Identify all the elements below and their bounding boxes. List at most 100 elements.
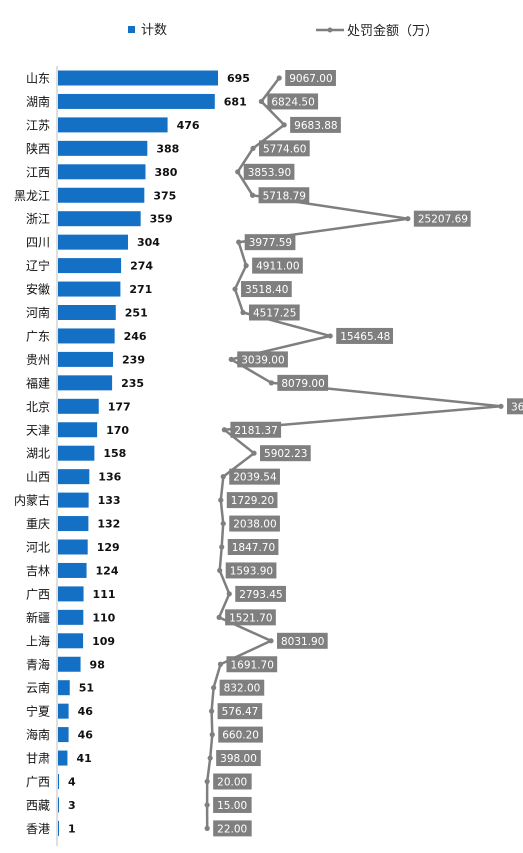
bar-value-label: 304 (137, 236, 160, 249)
penalty-marker (220, 520, 226, 527)
penalty-label-box (218, 726, 263, 743)
bar (58, 516, 89, 532)
bar-value-label: 375 (153, 189, 176, 202)
bar (58, 140, 148, 156)
legend: 计数 处罚金额（万） (128, 23, 438, 39)
penalty-marker (258, 98, 264, 105)
penalty-markers (204, 75, 504, 832)
penalty-marker (209, 732, 215, 738)
category-label: 贵州 (26, 353, 50, 367)
penalty-marker (243, 263, 249, 269)
penalty-label-box (413, 210, 471, 227)
penalty-marker (236, 239, 242, 245)
bar (58, 187, 145, 203)
penalty-label-text: 1847.70 (232, 542, 275, 554)
penalty-marker (217, 661, 224, 667)
category-label: 重庆 (26, 517, 50, 531)
penalty-labels: 9067.00 6824.50 9683.88 5774.60 3853.90 5718.… (213, 70, 523, 837)
bar (58, 469, 90, 485)
bar-value-label: 695 (227, 72, 250, 85)
bar-value-label: 41 (76, 752, 91, 765)
bar-value-label: 239 (122, 353, 145, 366)
penalty-label: 2793.45 (235, 585, 286, 602)
penalty-label-box (216, 750, 261, 767)
bar-value-label: 177 (108, 400, 131, 413)
bar (58, 398, 99, 414)
category-label: 广东 (26, 329, 50, 343)
penalty-label-box (237, 351, 288, 368)
penalty-label-text: 1691.70 (230, 659, 273, 671)
penalty-marker (228, 356, 234, 362)
penalty-label-box (290, 116, 341, 133)
penalty-label: 2038.00 (229, 515, 280, 532)
bar (58, 797, 59, 813)
category-label: 北京 (26, 400, 50, 414)
penalty-marker (276, 75, 282, 81)
penalty-label-text: 660.20 (222, 730, 259, 742)
penalty-label: 3853.90 (243, 163, 295, 180)
bar-value-label: 136 (98, 471, 121, 484)
bar (58, 656, 81, 672)
penalty-label-box (252, 257, 303, 274)
penalty-label: 9683.88 (290, 116, 341, 133)
bar-value-label: 109 (92, 635, 115, 648)
penalty-label: 1847.70 (227, 539, 279, 555)
penalty-label-text: 1593.90 (230, 565, 273, 577)
penalty-label: 3518.40 (241, 281, 292, 298)
penalty-label: 5774.60 (259, 140, 310, 157)
bar (58, 281, 121, 297)
penalty-label-text: 576.47 (222, 706, 259, 718)
legend-bar-swatch (128, 26, 135, 33)
bar-value-label: 110 (92, 611, 115, 624)
bar-value-label: 158 (103, 447, 126, 460)
penalty-label: 1593.90 (225, 562, 277, 579)
penalty-marker (207, 755, 213, 761)
bar-value-label: 235 (121, 377, 144, 390)
penalty-label-box (276, 632, 328, 649)
penalty-label-box (277, 374, 329, 391)
category-label: 甘肃 (26, 752, 50, 766)
bar (58, 164, 146, 180)
bar (58, 70, 218, 86)
legend-bar-label: 计数 (141, 23, 167, 38)
penalty-marker (250, 145, 256, 151)
category-label: 四川 (26, 236, 50, 250)
penalty-label-box (243, 163, 295, 180)
bar (58, 774, 59, 789)
penalty-label-box (336, 327, 394, 344)
bar (58, 328, 115, 344)
penalty-label-text: 3039.00 (241, 354, 284, 366)
penalty-label-box (213, 773, 252, 790)
penalty-marker (235, 169, 241, 175)
penalty-label-box (241, 281, 292, 298)
bar-value-label: 111 (93, 588, 116, 601)
penalty-label: 398.00 (216, 750, 261, 767)
category-label: 内蒙古 (14, 493, 50, 508)
category-label: 江西 (26, 165, 50, 179)
bar-value-label: 129 (97, 541, 120, 554)
penalty-label-text: 2181.37 (234, 425, 277, 437)
bar-value-label: 98 (90, 658, 105, 671)
penalty-label: 1729.20 (226, 492, 278, 509)
penalty-label-text: 8031.90 (281, 636, 324, 648)
bar-value-label: 133 (98, 494, 121, 507)
penalty-label-box (229, 468, 280, 485)
penalty-marker (216, 614, 222, 620)
bar (58, 727, 69, 743)
bar (58, 117, 168, 133)
penalty-marker (208, 708, 215, 714)
penalty-label-text: 9067.00 (289, 73, 332, 85)
penalty-label: 2181.37 (230, 421, 282, 438)
penalty-label: 4517.25 (248, 304, 300, 321)
penalty-label-text: 4911.00 (256, 261, 299, 273)
penalty-label: 6824.50 (267, 93, 319, 110)
penalty-marker (268, 638, 274, 644)
penalty-label-box (259, 140, 310, 157)
penalty-label-text: 25207.69 (418, 214, 468, 226)
bar (58, 422, 98, 438)
category-label: 西藏 (26, 798, 50, 812)
category-label: 湖北 (26, 446, 50, 461)
bar-value-label: 246 (124, 330, 147, 343)
penalty-label-box (285, 70, 336, 86)
penalty-label-box (267, 93, 319, 110)
